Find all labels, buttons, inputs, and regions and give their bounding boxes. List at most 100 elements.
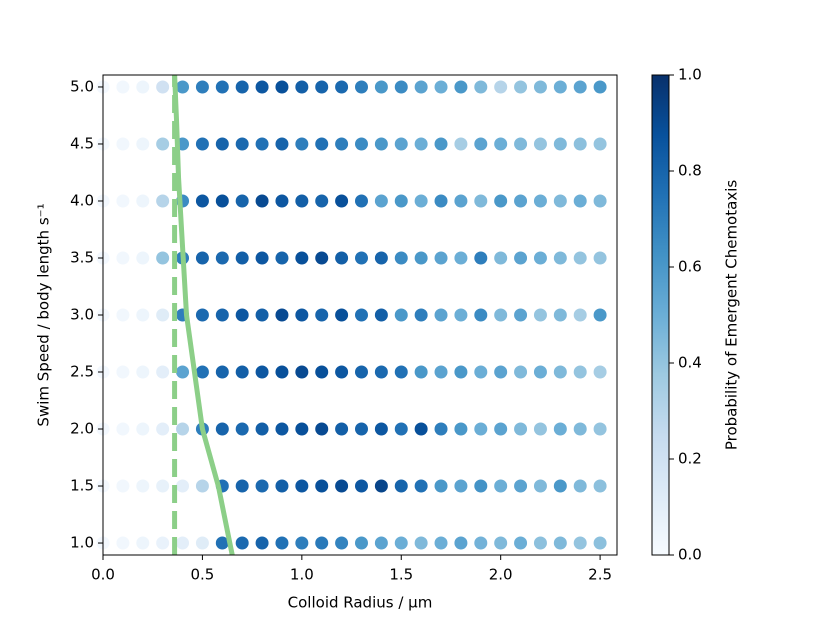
dot (573, 194, 587, 208)
dot (394, 194, 408, 208)
dot (195, 194, 209, 208)
colorbar-tick-label: 0.0 (678, 546, 702, 564)
dot (156, 194, 170, 208)
dot (315, 308, 329, 322)
x-tick-label: 0.0 (91, 566, 115, 584)
dot (235, 365, 249, 379)
dot (494, 80, 508, 94)
dot (414, 422, 428, 436)
dot (394, 137, 408, 151)
dot (156, 479, 170, 493)
dot (474, 536, 488, 550)
dot (474, 80, 488, 94)
dot (136, 365, 150, 379)
dot (315, 194, 329, 208)
dot (414, 308, 428, 322)
curves (172, 75, 235, 555)
dot (374, 422, 388, 436)
dot (374, 251, 388, 265)
dot (195, 365, 209, 379)
dot (593, 137, 607, 151)
dot (354, 194, 368, 208)
dot (354, 137, 368, 151)
dot (116, 308, 130, 322)
dot (414, 536, 428, 550)
dot (553, 137, 567, 151)
dot (394, 365, 408, 379)
y-tick-label: 4.5 (70, 134, 94, 152)
dot (156, 536, 170, 550)
dot (593, 308, 607, 322)
dot (275, 80, 289, 94)
dot (533, 137, 547, 151)
dot (295, 194, 309, 208)
dot (156, 137, 170, 151)
dot (195, 80, 209, 94)
dot (116, 536, 130, 550)
dot (434, 365, 448, 379)
dot (275, 536, 289, 550)
y-tick-label: 1.0 (70, 534, 94, 552)
x-axis-label: Colloid Radius / μm (288, 594, 433, 612)
dot (116, 194, 130, 208)
dot (573, 422, 587, 436)
dot (374, 308, 388, 322)
dot (156, 422, 170, 436)
dot (454, 194, 468, 208)
y-tick-label: 2.0 (70, 420, 94, 438)
dot (315, 479, 329, 493)
dot (573, 137, 587, 151)
dot (215, 80, 229, 94)
dot (394, 308, 408, 322)
dot (335, 308, 349, 322)
dot (136, 251, 150, 265)
dot (156, 365, 170, 379)
dot (514, 422, 528, 436)
dot (295, 137, 309, 151)
dot (295, 365, 309, 379)
dot (195, 251, 209, 265)
dot (414, 137, 428, 151)
dot (156, 308, 170, 322)
dot (295, 422, 309, 436)
dot (235, 80, 249, 94)
dot (533, 194, 547, 208)
dot (514, 308, 528, 322)
dot (295, 536, 309, 550)
dot (354, 308, 368, 322)
dot (235, 251, 249, 265)
colorbar-tick-label: 0.6 (678, 258, 702, 276)
dot (573, 536, 587, 550)
dot (474, 422, 488, 436)
dot (354, 536, 368, 550)
colorbar-tick-label: 1.0 (678, 66, 702, 84)
dot (454, 308, 468, 322)
dot (553, 308, 567, 322)
dot (474, 137, 488, 151)
dot (255, 536, 269, 550)
dot (354, 422, 368, 436)
dot (255, 308, 269, 322)
dot (474, 251, 488, 265)
dot (116, 251, 130, 265)
dot (514, 536, 528, 550)
dot (394, 251, 408, 265)
dot (215, 365, 229, 379)
dot (195, 137, 209, 151)
dot (215, 536, 229, 550)
dot (335, 536, 349, 550)
dot (275, 194, 289, 208)
dot (593, 194, 607, 208)
dot (434, 479, 448, 493)
x-tick-label: 1.5 (389, 566, 413, 584)
dot (514, 365, 528, 379)
dot (195, 536, 209, 550)
dot (553, 479, 567, 493)
dot (434, 536, 448, 550)
dot (474, 308, 488, 322)
dot (215, 194, 229, 208)
dot (275, 422, 289, 436)
dot (255, 479, 269, 493)
dot (176, 80, 190, 94)
